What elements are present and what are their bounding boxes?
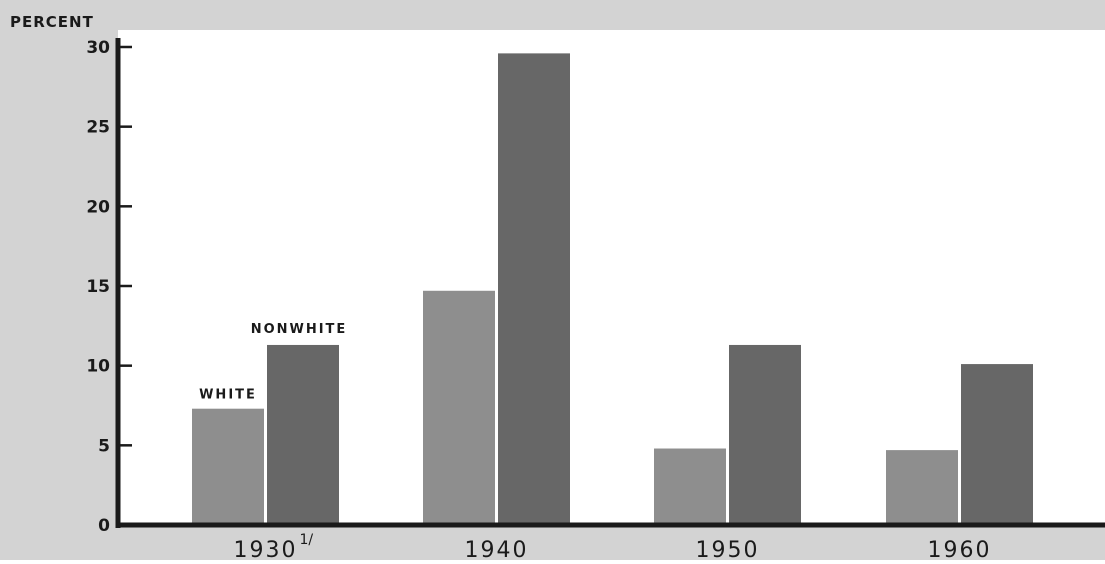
- bar-white-1940: [423, 290, 495, 525]
- y-tick-label-10: 10: [86, 357, 110, 377]
- y-tick-label-25: 25: [86, 118, 110, 138]
- x-tick-label-1950: 1950: [696, 538, 760, 560]
- series-label-white: WHITE: [199, 388, 257, 403]
- y-tick-label-5: 5: [98, 436, 110, 456]
- bar-nonwhite-1950: [729, 344, 801, 525]
- footnote-mark-1930: 1/: [300, 532, 314, 548]
- bar-white-1960: [886, 450, 958, 525]
- bar-nonwhite-1940: [498, 53, 570, 526]
- y-tick-label-30: 30: [86, 38, 110, 58]
- y-tick-label-0: 0: [98, 516, 110, 536]
- x-tick-label-1960: 1960: [928, 538, 992, 560]
- bar-nonwhite-1930: [267, 344, 339, 525]
- series-label-nonwhite: NONWHITE: [251, 322, 348, 337]
- y-tick-label-20: 20: [86, 197, 110, 217]
- x-tick-label-1940: 1940: [465, 538, 529, 560]
- bar-nonwhite-1960: [961, 364, 1033, 525]
- bar-white-1950: [654, 448, 726, 525]
- bar-white-1930: [192, 408, 264, 525]
- y-tick-label-15: 15: [86, 277, 110, 297]
- axes-group: 0 5 10 15 20 25 30 1930 1/1940 1950 1960: [86, 38, 1105, 563]
- bars-group: [192, 53, 1033, 526]
- y-axis-unit-label: PERCENT: [10, 13, 94, 31]
- x-tick-label-1930: 1930: [234, 538, 298, 560]
